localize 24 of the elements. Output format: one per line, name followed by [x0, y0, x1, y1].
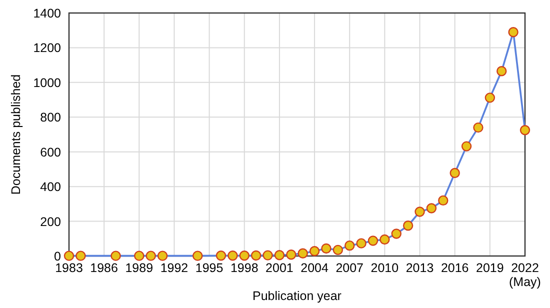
x-tick-label: 2010: [370, 261, 399, 275]
x-tick-label: 2001: [266, 261, 294, 275]
x-tick-label: 2022 (May): [509, 261, 541, 289]
y-tick-label: 400: [40, 180, 62, 194]
y-tick-label: 0: [54, 250, 62, 264]
x-tick-label: 1983: [55, 261, 83, 275]
x-tick-label: 2019: [476, 261, 504, 275]
y-tick-label: 600: [40, 145, 62, 160]
y-tick-label: 200: [40, 214, 62, 229]
x-tick-label: 1992: [160, 261, 188, 275]
x-tick-label: 2007: [336, 261, 364, 275]
x-tick-label: 1998: [230, 261, 258, 275]
x-tick-label: 2016: [440, 261, 469, 275]
x-tick-label: 1986: [90, 261, 118, 275]
x-tick-label: 2013: [406, 261, 434, 275]
x-tick-label: 1995: [195, 261, 224, 275]
y-axis-title: Documents published: [9, 74, 23, 195]
y-tick-label: 800: [40, 110, 62, 125]
y-tick-label: 1400: [33, 6, 62, 20]
x-tick-label: 1989: [125, 261, 154, 275]
x-axis-title: Publication year: [252, 289, 342, 303]
y-tick-label: 1000: [33, 76, 62, 90]
x-tick-label: 2004: [300, 261, 328, 275]
y-tick-label: 1200: [33, 41, 62, 56]
